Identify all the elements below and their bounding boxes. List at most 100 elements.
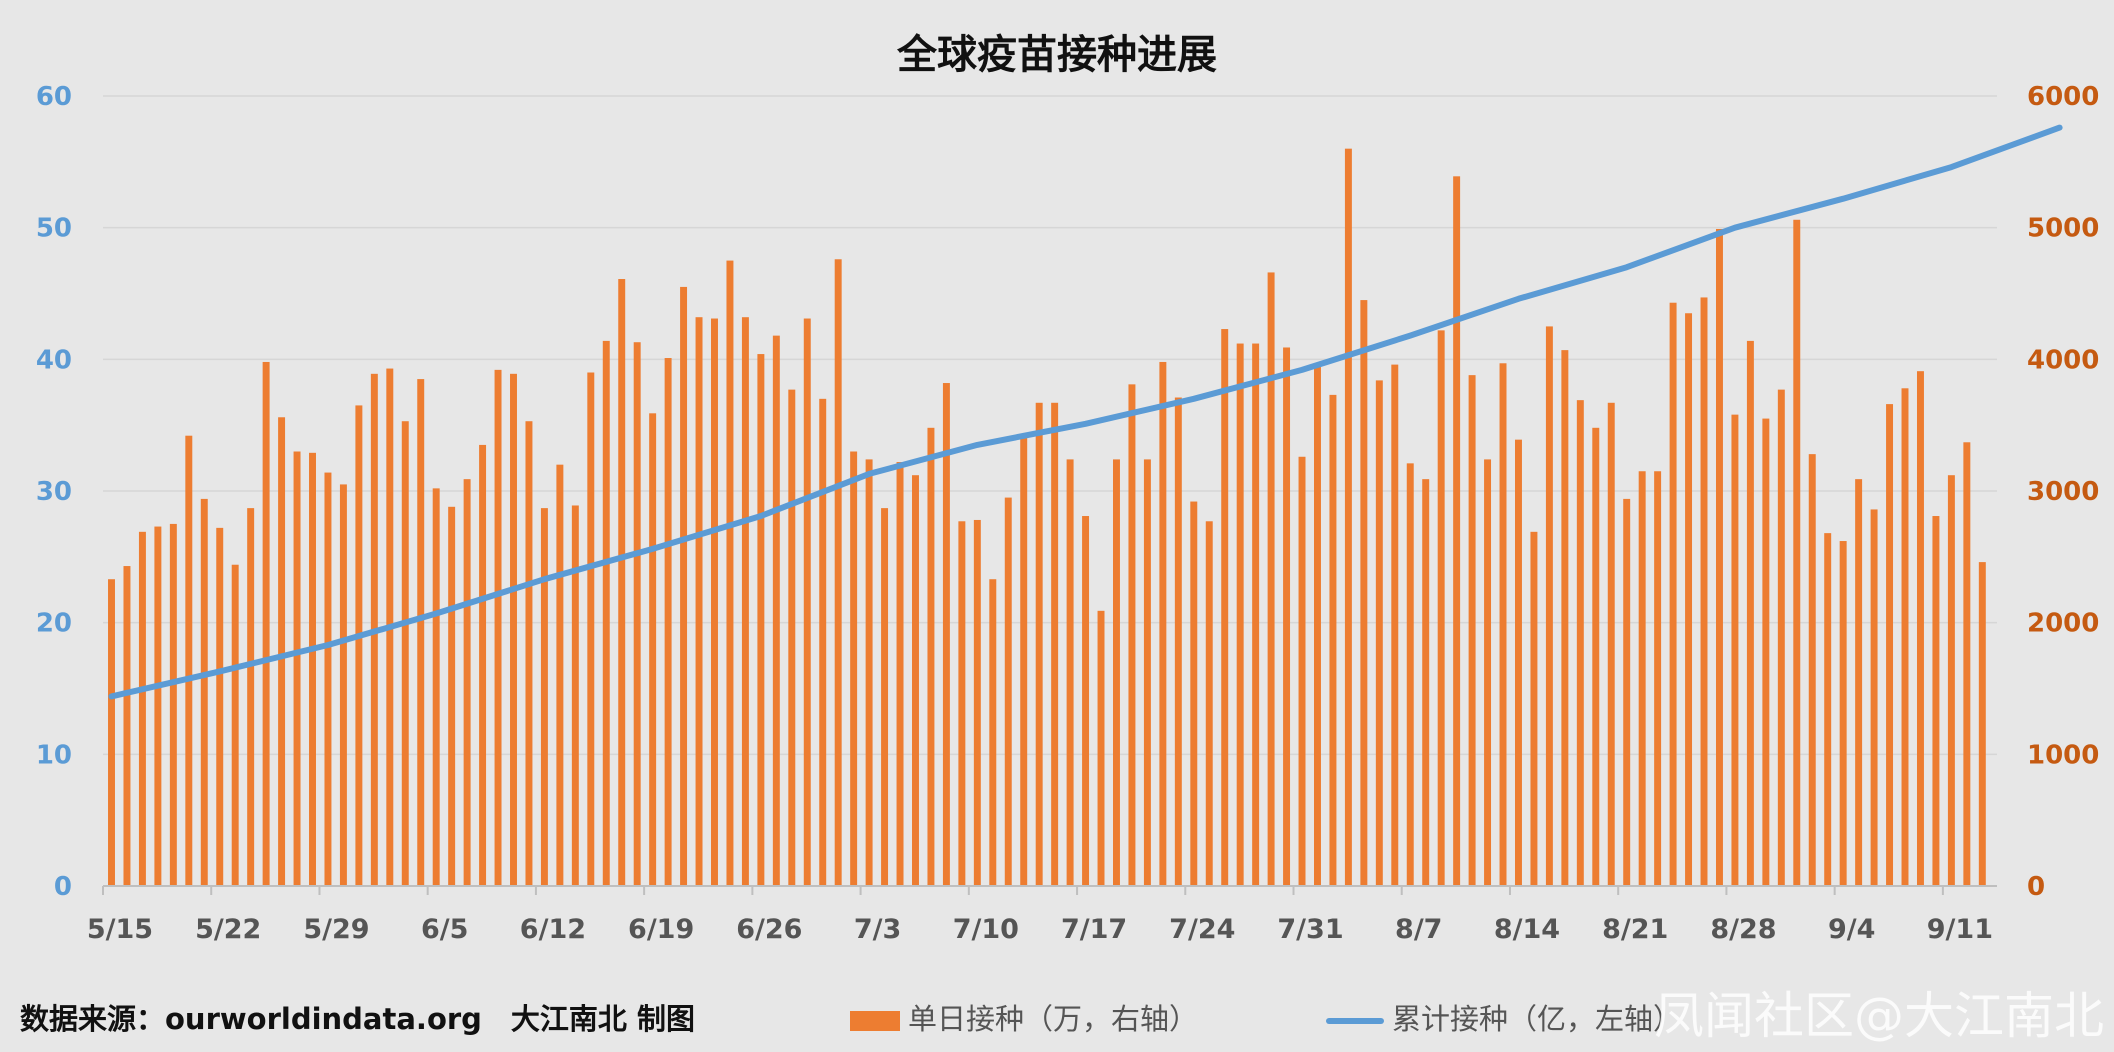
- daily-bar: [1839, 541, 1847, 886]
- daily-bar: [1360, 300, 1368, 886]
- daily-bar: [865, 459, 873, 886]
- daily-bar: [1623, 498, 1631, 886]
- daily-bar: [293, 451, 301, 886]
- x-tick-label: 7/31: [1277, 914, 1343, 945]
- daily-bar: [819, 398, 827, 886]
- daily-bar: [1020, 435, 1028, 886]
- daily-bar: [216, 527, 224, 886]
- daily-bar: [1221, 329, 1229, 886]
- daily-bar: [587, 372, 595, 886]
- x-tick-label: 7/17: [1061, 914, 1127, 945]
- daily-bars: [108, 148, 1986, 887]
- legend-bar-label: 单日接种（万，右轴）: [908, 1002, 1199, 1036]
- daily-bar: [741, 317, 749, 886]
- legend-bar-swatch: [850, 1011, 900, 1031]
- daily-bar: [339, 484, 347, 886]
- daily-bar: [695, 317, 703, 886]
- y-right-tick-label: 3000: [2027, 477, 2099, 507]
- x-tick-label: 8/14: [1494, 914, 1560, 945]
- x-tick-label: 8/21: [1602, 914, 1668, 945]
- x-tick-label: 9/11: [1927, 914, 1993, 945]
- legend-line-swatch: [1326, 1018, 1384, 1024]
- daily-bar: [1190, 501, 1198, 886]
- daily-bar: [602, 340, 610, 886]
- daily-bar: [850, 451, 858, 886]
- cumulative-line: [108, 124, 2063, 700]
- watermark: 凤闻社区@大江南北: [1654, 987, 2104, 1045]
- daily-bar: [540, 508, 548, 886]
- daily-bar: [1035, 402, 1043, 886]
- y-left-tick-label: 50: [36, 214, 72, 244]
- daily-bar: [680, 286, 688, 887]
- daily-bar: [1298, 456, 1306, 886]
- daily-bar: [510, 373, 517, 887]
- daily-bar: [1406, 463, 1414, 886]
- daily-bar: [1113, 459, 1120, 886]
- daily-bar: [1654, 471, 1662, 886]
- daily-bar: [1267, 272, 1275, 886]
- daily-bar: [942, 383, 950, 886]
- daily-bar: [1499, 363, 1507, 886]
- x-tick-label: 5/15: [87, 914, 153, 945]
- daily-bar: [1978, 562, 1986, 886]
- daily-bar: [185, 435, 193, 886]
- daily-bar: [1731, 414, 1739, 886]
- x-tick-label: 5/29: [303, 914, 369, 945]
- cumulative-line-path: [108, 124, 2063, 700]
- daily-bar: [834, 259, 842, 886]
- daily-bar: [1391, 364, 1399, 887]
- daily-bar: [1932, 516, 1940, 886]
- x-tick-label: 7/3: [854, 914, 901, 945]
- daily-bar: [1205, 521, 1213, 886]
- daily-bar: [1159, 361, 1167, 886]
- daily-bar: [958, 521, 966, 886]
- daily-bar: [309, 452, 316, 886]
- daily-bar: [108, 579, 115, 886]
- daily-bar: [1128, 384, 1136, 886]
- daily-bar: [1870, 509, 1878, 886]
- daily-bar: [1375, 380, 1383, 886]
- daily-bar: [973, 519, 981, 886]
- daily-bar: [757, 354, 765, 887]
- daily-bar: [912, 475, 919, 886]
- daily-bar: [247, 508, 255, 886]
- daily-bar: [1004, 497, 1012, 886]
- daily-bar: [664, 358, 672, 886]
- daily-bar: [803, 318, 811, 886]
- y-left-tick-label: 10: [36, 740, 72, 770]
- daily-bar: [896, 462, 904, 886]
- legend-item-bar: 单日接种（万，右轴）: [850, 996, 1198, 1038]
- x-tick-label: 9/4: [1828, 914, 1875, 945]
- daily-bar: [1685, 313, 1693, 886]
- chart-title: 全球疫苗接种进展: [897, 32, 1217, 78]
- y-right-tick-label: 4000: [2027, 345, 2099, 375]
- daily-bar: [1607, 402, 1615, 886]
- daily-bar: [169, 523, 177, 886]
- daily-bar: [1855, 479, 1863, 886]
- daily-bar: [772, 335, 780, 887]
- daily-bar: [448, 506, 456, 886]
- daily-bar: [1638, 471, 1646, 886]
- x-tick-label: 8/7: [1395, 914, 1442, 945]
- daily-bar: [726, 260, 734, 886]
- x-tick-label: 7/10: [953, 914, 1019, 945]
- daily-bar: [1746, 340, 1754, 886]
- daily-bar: [355, 405, 363, 886]
- daily-bar: [649, 413, 657, 886]
- daily-bar: [463, 479, 471, 886]
- y-left-tick-label: 40: [36, 345, 72, 375]
- x-tick-label: 8/28: [1710, 914, 1776, 945]
- daily-bar: [1422, 479, 1430, 886]
- daily-bar: [618, 279, 626, 886]
- y-right-tick-label: 2000: [2027, 609, 2099, 639]
- daily-bar: [1700, 297, 1708, 886]
- daily-bar: [1824, 533, 1832, 886]
- daily-bar: [1669, 302, 1677, 886]
- daily-bar: [1916, 371, 1924, 886]
- data-source-note: 数据来源：ourworldindata.org 大江南北 制图: [20, 1002, 696, 1036]
- legend-item-line: 累计接种（亿，左轴）: [1326, 996, 1682, 1038]
- daily-bar: [494, 369, 502, 886]
- daily-bar: [200, 498, 208, 886]
- daily-bar: [1051, 402, 1059, 886]
